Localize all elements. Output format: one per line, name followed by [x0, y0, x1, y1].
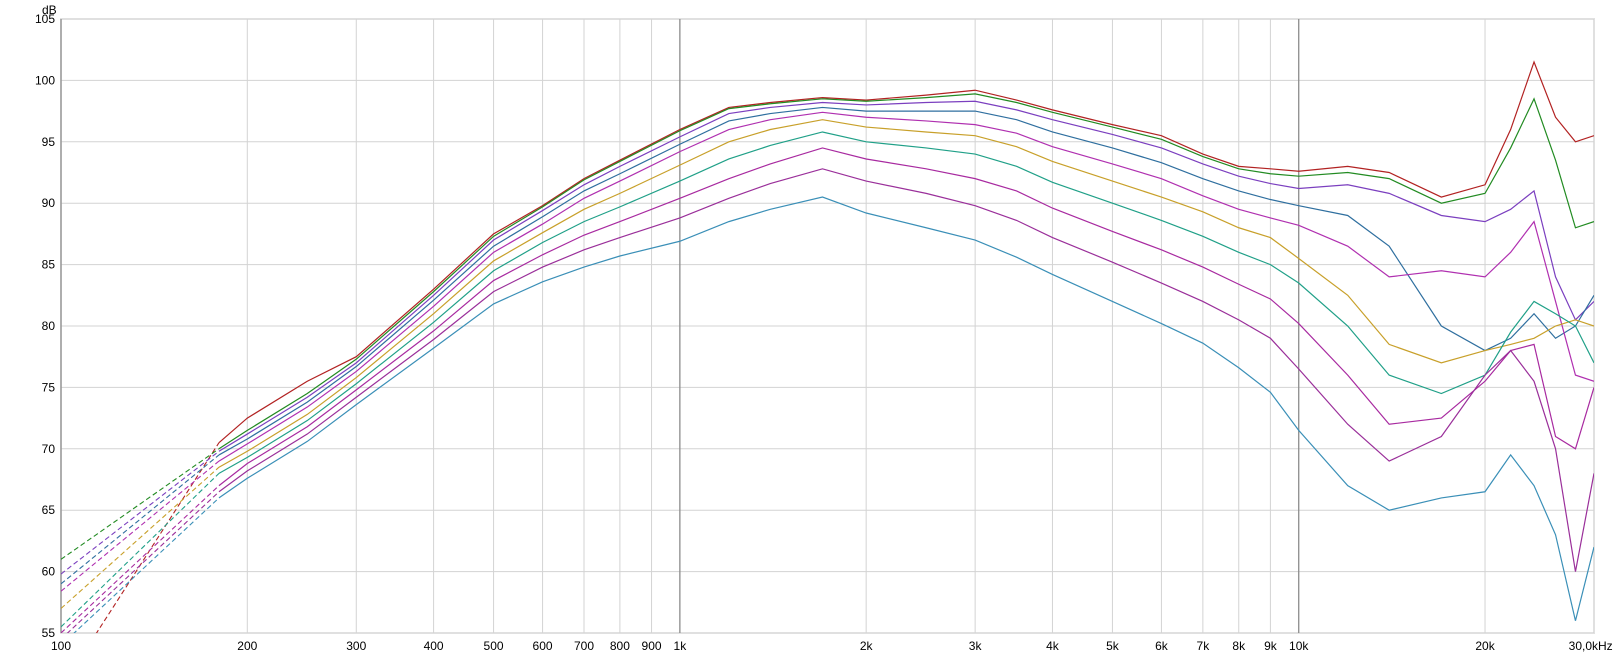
series-line: [218, 196, 1594, 621]
y-axis-label: dB: [42, 3, 57, 17]
series-line-dashed: [61, 448, 220, 560]
series-8: [61, 147, 1594, 633]
x-axis-unit-label: kHz: [1592, 639, 1613, 653]
x-tick-label: 10k: [1289, 639, 1309, 653]
series-2: [61, 93, 1594, 560]
y-tick-label: 100: [35, 73, 55, 87]
x-tick-label: 5k: [1106, 639, 1120, 653]
x-tick-label: 100: [51, 639, 71, 653]
x-tick-label: 900: [642, 639, 662, 653]
x-tick-label: 600: [533, 639, 553, 653]
x-tick-label: 8k: [1232, 639, 1246, 653]
series-line: [218, 111, 1594, 462]
x-tick-label: 20k: [1475, 639, 1495, 653]
x-tick-label: 3k: [969, 639, 983, 653]
series-6: [61, 119, 1594, 609]
series-line-dashed: [66, 491, 220, 633]
x-tick-label: 4k: [1046, 639, 1060, 653]
y-tick-label: 80: [42, 319, 56, 333]
series-line-dashed: [61, 466, 220, 609]
y-tick-label: 70: [42, 442, 56, 456]
x-tick-label: 9k: [1264, 639, 1278, 653]
series-line: [218, 100, 1594, 452]
series-5: [61, 111, 1594, 592]
series-line-dashed: [61, 454, 220, 585]
series-9: [66, 168, 1594, 633]
y-tick-label: 75: [42, 380, 56, 394]
x-tick-label: 6k: [1155, 639, 1169, 653]
series-line-dashed: [61, 472, 220, 628]
series-line: [218, 131, 1594, 474]
x-tick-label: 800: [610, 639, 630, 653]
grid-lines: [60, 18, 1595, 634]
x-tick-label: 700: [574, 639, 594, 653]
x-tick-label: 2k: [860, 639, 874, 653]
y-tick-label: 95: [42, 135, 56, 149]
y-axis-tick-labels: 55 60 65 70 75 80 85 90 95 100 105: [35, 12, 55, 640]
series-3: [61, 100, 1594, 575]
series-4: [61, 106, 1594, 585]
y-tick-label: 85: [42, 258, 56, 272]
series-line-dashed: [61, 450, 220, 575]
y-tick-label: 90: [42, 196, 56, 210]
x-tick-label: 200: [237, 639, 257, 653]
series-line: [218, 106, 1594, 456]
series-line: [218, 147, 1594, 487]
series-7: [61, 131, 1594, 628]
series-line: [218, 168, 1594, 572]
y-tick-label: 65: [42, 503, 56, 517]
series-line: [218, 119, 1594, 468]
series-layer: [61, 60, 1594, 633]
x-tick-label: 30,0: [1569, 639, 1593, 653]
x-tick-label: 1k: [674, 639, 688, 653]
series-line-dashed: [61, 460, 220, 592]
series-line: [218, 93, 1594, 450]
x-tick-label: 400: [424, 639, 444, 653]
y-tick-label: 60: [42, 565, 56, 579]
series-line: [218, 60, 1594, 444]
x-tick-label: 300: [346, 639, 366, 653]
series-line-dashed: [73, 497, 220, 633]
series-10: [73, 196, 1594, 633]
y-tick-label: 105: [35, 12, 55, 26]
x-tick-label: 500: [484, 639, 504, 653]
x-axis-tick-labels: 100 200 300 400 500 600 700 800 900 1k 2k 3k 4k 5k 6k 7…: [51, 639, 1592, 653]
y-tick-label: 55: [42, 626, 56, 640]
x-tick-label: 7k: [1197, 639, 1211, 653]
series-line-dashed: [61, 485, 220, 633]
